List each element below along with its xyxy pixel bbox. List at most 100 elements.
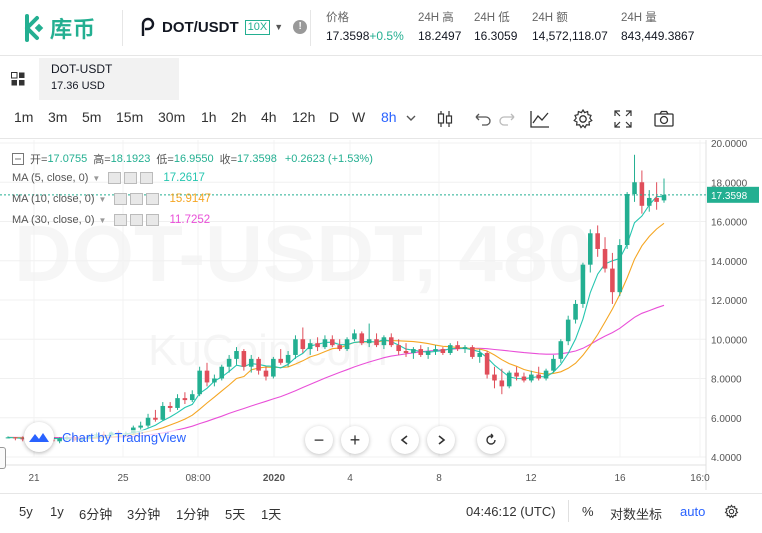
market-symbol: DOT-USDT: [51, 62, 113, 76]
range-6min[interactable]: 6分钟: [79, 507, 113, 522]
timeframe-1m[interactable]: 1m: [14, 109, 34, 125]
candle-body: [5, 437, 11, 439]
range-3min[interactable]: 3分钟: [127, 507, 161, 522]
chevron-down-icon[interactable]: ▼: [98, 215, 107, 225]
stat-value: 16.3059: [474, 29, 518, 43]
chevron-right-icon: [438, 435, 446, 445]
ma10-legend[interactable]: MA (10, close, 0) ▼ 15.9147: [12, 193, 211, 205]
chevron-down-icon[interactable]: ▼: [98, 194, 107, 204]
divider: [0, 138, 762, 139]
range-1min[interactable]: 1分钟: [176, 507, 210, 522]
y-tick-label: 16.0000: [711, 218, 748, 229]
timeframe-4h[interactable]: 4h: [261, 109, 277, 125]
candle-body: [447, 345, 453, 353]
market-list-icon[interactable]: [11, 72, 25, 86]
candlestick-type-icon[interactable]: [434, 108, 456, 130]
open-value: 17.0755: [47, 153, 88, 165]
gear-icon[interactable]: [724, 504, 739, 519]
scroll-right-button[interactable]: [427, 426, 455, 454]
zoom-out-button[interactable]: −: [305, 426, 333, 454]
camera-icon[interactable]: [653, 108, 675, 130]
undo-icon[interactable]: [470, 108, 492, 130]
x-tick-label: 2020: [263, 473, 286, 484]
candle-body: [271, 358, 276, 377]
stat-24h-high: 24H 高 18.2497: [418, 9, 461, 43]
close-icon[interactable]: [146, 214, 160, 226]
stat-24h-amount: 24H 额 14,572,118.07: [532, 9, 608, 43]
redo-icon[interactable]: [498, 108, 520, 130]
scroll-left-button[interactable]: [391, 426, 419, 454]
timeframe-1h[interactable]: 1h: [201, 109, 217, 125]
low-value: 16.9550: [173, 153, 214, 165]
candlestick-chart[interactable]: 20.0000 18.0000 16.0000 14.0000 12.0000 10.00…: [0, 140, 762, 490]
scroll-handle[interactable]: [0, 447, 6, 469]
candle-body: [580, 264, 586, 304]
change-value: +0.2623 (+1.53%): [284, 153, 373, 165]
eye-icon[interactable]: [114, 193, 128, 205]
gear-icon[interactable]: [572, 108, 594, 130]
candle-body: [661, 194, 667, 201]
minus-icon: −: [313, 429, 325, 450]
auto-scale-toggle[interactable]: auto: [680, 504, 706, 519]
candle-body: [536, 374, 541, 379]
candle-body: [381, 337, 387, 346]
chevron-left-icon: [400, 435, 408, 445]
candle-body: [418, 349, 424, 355]
eye-icon[interactable]: [114, 214, 128, 226]
ma5-legend[interactable]: MA (5, close, 0) ▼ 17.2617: [12, 172, 205, 184]
range-1y[interactable]: 1y: [50, 504, 64, 519]
candle-body: [433, 349, 438, 352]
collapse-icon[interactable]: [12, 153, 24, 165]
timeframe-30m[interactable]: 30m: [158, 109, 186, 125]
reset-chart-button[interactable]: [477, 426, 505, 454]
range-1d[interactable]: 1天: [261, 507, 282, 522]
candle-body: [197, 370, 202, 395]
pair-name: DOT/USDT: [162, 18, 239, 36]
candle-body: [440, 349, 446, 353]
chevron-down-icon[interactable]: ▼: [92, 173, 101, 183]
x-tick-label: 16:0: [690, 473, 710, 484]
candle-body: [153, 417, 158, 420]
market-tab[interactable]: DOT-USDT 17.36 USD: [39, 58, 179, 100]
stat-label: 24H 高: [418, 12, 454, 24]
gear-icon[interactable]: [130, 193, 144, 205]
timeframe-3m[interactable]: 3m: [48, 109, 68, 125]
fullscreen-icon[interactable]: [612, 108, 634, 130]
x-tick-label: 25: [117, 473, 129, 484]
timeframe-2h[interactable]: 2h: [231, 109, 247, 125]
timeframe-w[interactable]: W: [352, 109, 366, 125]
percent-toggle[interactable]: %: [582, 504, 594, 519]
price-chart[interactable]: DOT-USDT, 480 KuCoin.com 20.000018.00001…: [0, 140, 762, 490]
log-scale-toggle[interactable]: 对数坐标: [610, 507, 663, 522]
chevron-down-icon[interactable]: [404, 111, 418, 125]
ma30-legend[interactable]: MA (30, close, 0) ▼ 11.7252: [12, 214, 210, 226]
range-5y[interactable]: 5y: [19, 504, 33, 519]
range-5d[interactable]: 5天: [225, 507, 246, 522]
candle-body: [477, 352, 483, 357]
candle-body: [344, 339, 350, 350]
eye-icon[interactable]: [108, 172, 122, 184]
gear-icon[interactable]: [124, 172, 138, 184]
info-icon[interactable]: !: [293, 20, 308, 34]
candle-body: [573, 303, 578, 320]
polkadot-icon: [141, 17, 155, 36]
divider: [568, 500, 569, 522]
ma10-line: [7, 222, 665, 440]
indicators-icon[interactable]: [529, 108, 551, 130]
utc-clock[interactable]: 04:46:12 (UTC): [466, 504, 556, 519]
close-icon[interactable]: [146, 193, 160, 205]
ma5-line: [7, 195, 665, 440]
candle-body: [602, 248, 608, 269]
gear-icon[interactable]: [130, 214, 144, 226]
pair-selector[interactable]: DOT/USDT 10X ▼ !: [138, 16, 308, 38]
timeframe-8h[interactable]: 8h: [381, 109, 397, 125]
timeframe-15m[interactable]: 15m: [116, 109, 144, 125]
kucoin-logo[interactable]: 库币: [18, 12, 96, 44]
timeframe-d[interactable]: D: [329, 109, 340, 125]
timeframe-5m[interactable]: 5m: [82, 109, 102, 125]
close-icon[interactable]: [140, 172, 154, 184]
tradingview-badge[interactable]: Chart by TradingView: [24, 422, 187, 452]
candle-body: [565, 319, 571, 342]
zoom-in-button[interactable]: +: [341, 426, 369, 454]
timeframe-12h[interactable]: 12h: [292, 109, 316, 125]
